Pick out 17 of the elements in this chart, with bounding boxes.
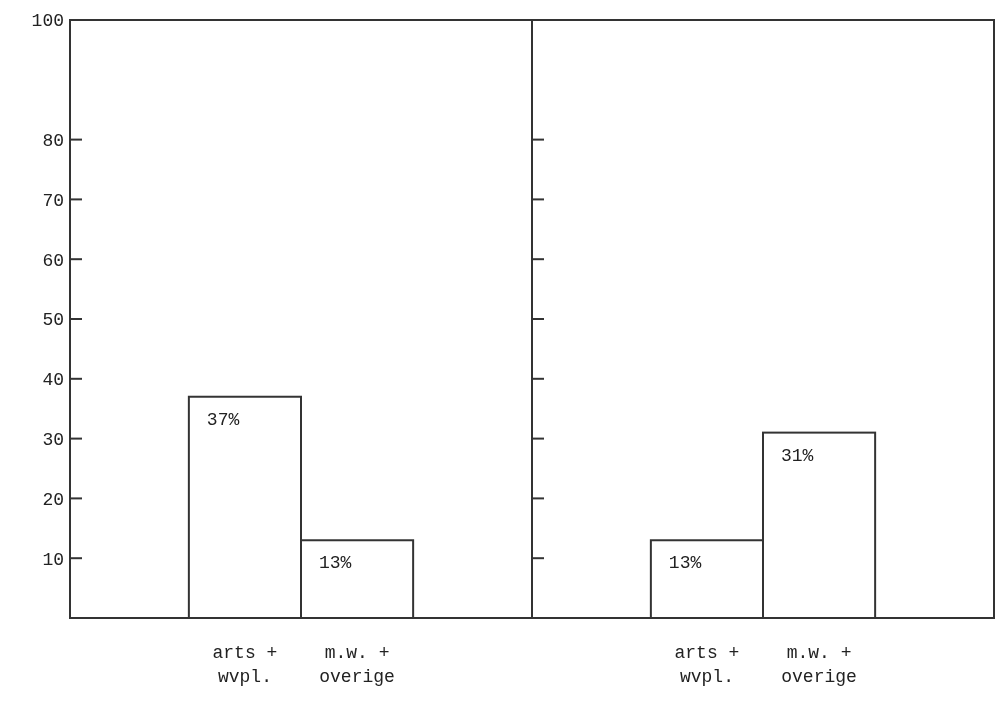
y-tick-label: 40 xyxy=(42,370,64,391)
x-tick-label: m.w. + overige xyxy=(319,643,395,687)
y-tick-label: 50 xyxy=(42,310,64,331)
x-tick-label: arts + wvpl. xyxy=(674,643,740,687)
y-tick-label: 20 xyxy=(42,489,64,510)
y-tick-label: 100 xyxy=(31,11,64,32)
y-tick-label: 60 xyxy=(42,250,64,271)
x-tick-label: arts + wvpl. xyxy=(212,643,278,687)
x-tick-label: m.w. + overige xyxy=(781,643,857,687)
y-tick-label: 80 xyxy=(42,130,64,151)
y-tick-label: 30 xyxy=(42,429,64,450)
data-label: 37% xyxy=(206,409,240,430)
y-tick-label: 70 xyxy=(42,190,64,211)
y-tick-label: 10 xyxy=(42,549,64,570)
data-label: 13% xyxy=(319,553,352,574)
data-label: 31% xyxy=(781,445,814,466)
data-label: 13% xyxy=(668,553,702,574)
